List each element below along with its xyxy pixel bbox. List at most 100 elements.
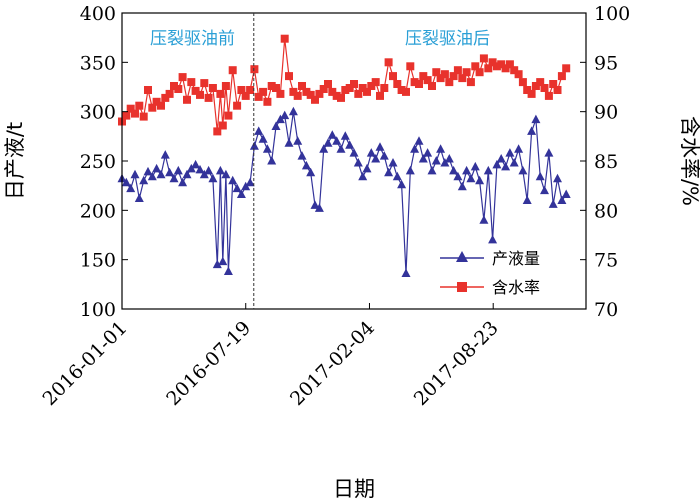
data-point-1 [161,93,170,102]
annotation-after: 压裂驱油后 [405,29,490,49]
data-point-1 [453,66,462,75]
data-point-0 [483,165,493,175]
data-point-1 [380,84,389,92]
data-point-1 [276,89,285,98]
data-point-0 [236,189,246,198]
x-tick-label: 2017-08-23 [410,317,503,410]
data-point-0 [254,126,264,135]
data-point-0 [191,159,201,169]
y-right-tick-label: 85 [594,151,618,173]
data-point-1 [272,84,280,92]
data-point-0 [215,165,225,175]
data-point-1 [376,91,384,100]
data-point-1 [246,86,255,94]
data-point-1 [367,82,376,90]
data-point-0 [143,166,153,176]
data-point-0 [436,144,446,153]
data-point-0 [440,158,450,167]
data-point-0 [401,268,411,277]
data-point-1 [475,68,484,77]
y-right-title: 含水率/% [678,116,700,206]
y-left-tick-label: 350 [80,52,116,74]
data-point-0 [453,171,463,181]
legend-label-1: 含水率 [492,278,540,297]
data-point-0 [527,126,537,135]
data-point-1 [135,101,144,110]
data-point-1 [384,58,393,67]
legend-marker-0 [456,251,468,262]
data-point-1 [350,80,358,88]
left-axis: 100 150 200 250 300 350 400 [80,3,128,321]
data-point-0 [544,148,554,157]
data-point-0 [561,189,571,198]
data-point-1 [466,78,475,87]
data-point-0 [353,158,363,167]
data-point-0 [501,161,511,171]
data-point-0 [423,148,433,157]
y-left-tick-label: 200 [80,200,116,222]
data-point-0 [371,154,381,163]
data-point-1 [523,86,532,94]
data-point-1 [458,74,467,83]
annotation-before: 压裂驱油前 [150,29,235,49]
data-point-0 [319,144,329,153]
data-point-1 [544,91,553,100]
data-point-0 [147,171,157,181]
data-point-1 [488,58,497,67]
data-point-1 [298,82,306,90]
data-point-0 [139,175,149,185]
data-point-0 [375,142,385,151]
data-point-0 [418,154,428,163]
y-left-tick-label: 250 [80,151,116,173]
data-point-1 [471,62,480,71]
data-point-0 [349,148,359,157]
data-point-1 [233,101,242,110]
data-point-0 [169,173,179,183]
data-point-0 [540,185,549,195]
data-point-1 [204,93,213,102]
legend: 产液量 含水率 [440,249,540,297]
data-point-0 [470,161,480,171]
data-point-1 [221,82,230,90]
data-point-1 [536,78,545,87]
data-point-0 [204,165,214,175]
data-point-0 [208,173,218,183]
data-point-0 [336,144,346,153]
data-point-1 [306,90,315,99]
x-title: 日期 [333,477,375,501]
data-point-1 [432,68,441,77]
data-point-1 [289,87,298,96]
data-point-1 [428,82,436,90]
data-point-1 [122,111,131,120]
legend-label-0: 产液量 [492,249,540,268]
data-point-1 [293,91,302,100]
data-point-0 [232,183,242,193]
data-point-0 [345,140,355,149]
data-point-0 [531,114,541,124]
data-point-1 [345,84,354,92]
data-point-1 [311,95,319,104]
data-point-0 [366,148,376,157]
data-point-1 [371,78,380,87]
data-point-1 [332,91,341,100]
data-point-1 [148,103,157,112]
data-point-0 [535,171,545,181]
data-point-0 [397,179,407,189]
data-point-0 [457,181,467,191]
data-point-1 [208,84,217,92]
data-point-1 [285,72,293,81]
data-point-1 [216,89,225,98]
data-point-0 [218,256,228,266]
right-axis: 70 75 80 85 90 95 100 [580,3,630,321]
data-point-0 [284,138,294,147]
data-point-0 [414,136,424,145]
y-right-tick-label: 100 [594,3,630,25]
data-point-0 [327,130,337,139]
data-point-0 [492,159,502,169]
y-left-tick-label: 400 [80,3,116,25]
data-point-1 [423,76,432,85]
data-point-1 [510,66,519,75]
data-point-0 [306,167,316,177]
y-left-title: 日产液/t [3,122,27,200]
data-point-1 [218,121,227,130]
